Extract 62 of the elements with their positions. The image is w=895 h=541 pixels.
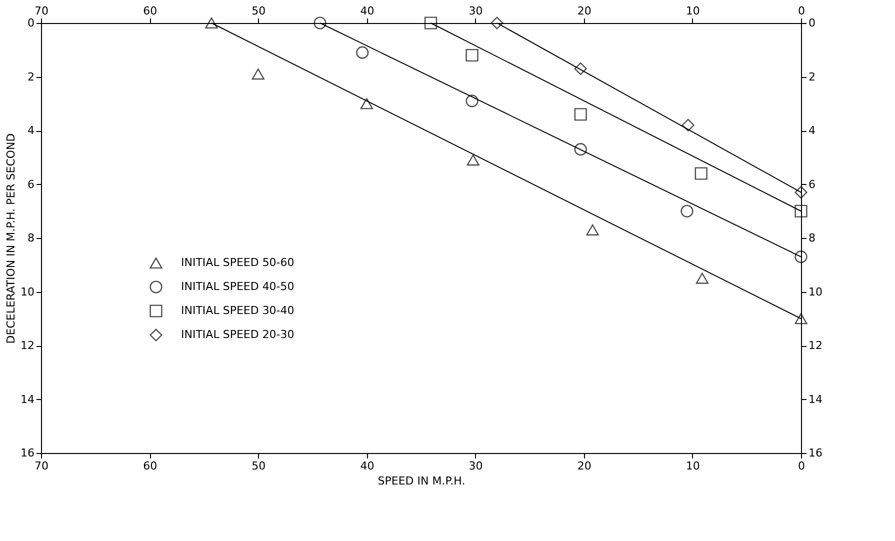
point: [466, 94, 478, 108]
y-axis-title: DECELERATION IN M.P.H. PER SECOND: [4, 133, 18, 344]
point: [205, 17, 218, 29]
x-tick-label: 0: [798, 460, 805, 472]
legend-label: INITIAL SPEED 50-60: [181, 256, 294, 269]
x2-tick-label: 40: [360, 4, 374, 18]
x-tick-label: 70: [34, 460, 48, 472]
x-axis-title: SPEED IN M.P.H.: [378, 474, 466, 488]
y2-tick-label: 0: [808, 16, 816, 30]
legend-label: INITIAL SPEED 20-30: [181, 328, 294, 341]
y-tick-label: 16: [20, 446, 34, 460]
point: [794, 186, 808, 199]
y-tick-label: 10: [20, 285, 34, 298]
y2-tick-label: 2: [808, 70, 816, 84]
y-tick-label: 2: [28, 70, 34, 84]
point: [574, 108, 587, 121]
x2-tick-label: 30: [468, 4, 483, 18]
x2-tick-label: 20: [577, 4, 592, 18]
y-tick-label: 12: [20, 339, 34, 352]
point: [682, 118, 694, 132]
point: [696, 272, 708, 284]
point: [490, 16, 504, 30]
legend-label: INITIAL SPEED 30-40: [181, 304, 294, 317]
x2-tick-label: 70: [34, 4, 48, 18]
point: [574, 62, 587, 75]
x-tick-label: 50: [252, 460, 266, 472]
point: [794, 204, 808, 218]
x2-tick-label: 0: [798, 4, 805, 18]
y-tick-label: 0: [28, 16, 34, 30]
y2-tick-label: 12: [808, 339, 822, 352]
point: [356, 46, 369, 59]
x2-tick-label: 50: [252, 4, 266, 18]
y-tick-label: 4: [28, 124, 34, 137]
x-tick-label: 40: [360, 460, 374, 472]
y2-tick-label: 14: [808, 392, 822, 406]
point: [466, 154, 480, 166]
x2-tick-label: 10: [686, 4, 700, 18]
legend-label: INITIAL SPEED 40-50: [181, 280, 294, 293]
y2-tick-label: 10: [808, 285, 822, 298]
x-tick-label: 60: [143, 460, 158, 472]
point: [794, 250, 808, 264]
point: [466, 48, 478, 62]
point: [794, 313, 808, 324]
x-tick-label: 30: [468, 460, 483, 472]
y-tick-label: 6: [28, 178, 34, 191]
x-tick-label: 10: [686, 460, 700, 472]
y2-tick-label: 8: [808, 232, 816, 244]
point: [574, 143, 587, 156]
y-tick-label: 14: [20, 392, 34, 406]
point: [586, 224, 599, 236]
point: [314, 16, 326, 30]
point: [360, 98, 374, 110]
y2-tick-label: 4: [808, 124, 816, 137]
x2-tick-label: 60: [143, 4, 158, 18]
point: [694, 167, 708, 180]
point: [680, 204, 694, 218]
x-tick-label: 20: [577, 460, 592, 472]
y-tick-label: 8: [28, 232, 34, 244]
point: [252, 68, 264, 80]
y2-tick-label: 16: [808, 446, 822, 460]
point: [424, 16, 438, 30]
y2-tick-label: 6: [808, 178, 816, 191]
